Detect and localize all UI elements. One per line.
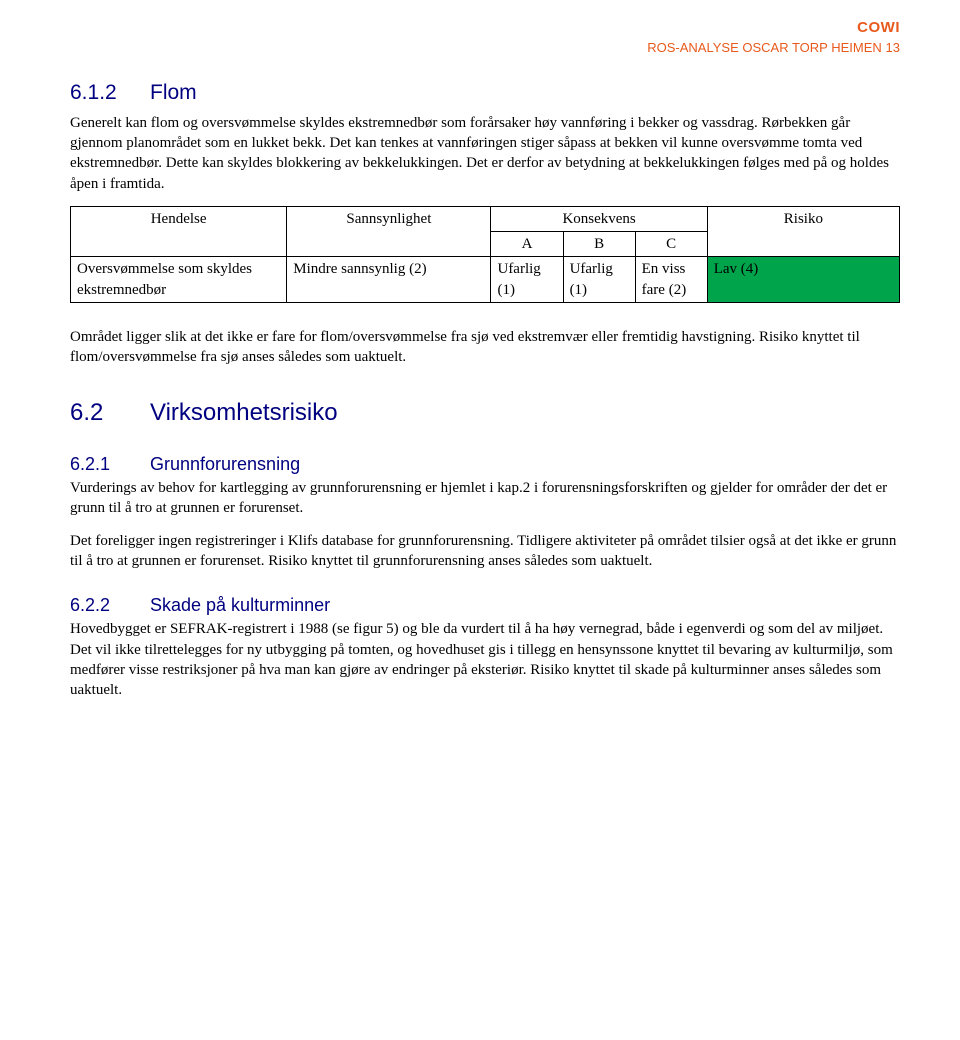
section-6-2-1-heading: 6.2.1 Grunnforurensning	[70, 452, 900, 476]
section-title: Grunnforurensning	[150, 452, 300, 476]
page-header: COWI ROS-ANALYSE OSCAR TORP HEIMEN 13	[70, 18, 900, 59]
section-number: 6.2.1	[70, 452, 132, 476]
cell-b: Ufarlig (1)	[563, 257, 635, 303]
risk-table: Hendelse Sannsynlighet Konsekvens Risiko…	[70, 206, 900, 303]
section-number: 6.2.2	[70, 593, 132, 617]
section-6-1-2-heading: 6.1.2 Flom	[70, 79, 900, 107]
col-konsekvens: Konsekvens	[491, 206, 707, 231]
table-header-row-1: Hendelse Sannsynlighet Konsekvens Risiko	[71, 206, 900, 231]
page-number: 13	[886, 40, 900, 55]
cell-a: Ufarlig (1)	[491, 257, 563, 303]
cell-risiko: Lav (4)	[707, 257, 899, 303]
section-title: Skade på kulturminner	[150, 593, 330, 617]
table-row: Oversvømmelse som skyldes ekstremnedbør …	[71, 257, 900, 303]
logo-text: COWI	[70, 18, 900, 38]
col-b: B	[563, 232, 635, 257]
section-6-2-1-p2: Det foreligger ingen registreringer i Kl…	[70, 531, 900, 572]
section-6-2-2-p1: Hovedbygget er SEFRAK-registrert i 1988 …	[70, 619, 900, 700]
section-title: Flom	[150, 79, 197, 107]
col-c: C	[635, 232, 707, 257]
section-number: 6.2	[70, 397, 132, 429]
paragraph-after-table: Området ligger slik at det ikke er fare …	[70, 327, 900, 368]
section-title: Virksomhetsrisiko	[150, 397, 338, 429]
section-6-2-1-p1: Vurderings av behov for kartlegging av g…	[70, 478, 900, 519]
section-6-2-2-heading: 6.2.2 Skade på kulturminner	[70, 593, 900, 617]
section-6-1-2-body: Generelt kan flom og oversvømmelse skyld…	[70, 113, 900, 194]
section-6-2-heading: 6.2 Virksomhetsrisiko	[70, 397, 900, 429]
col-risiko: Risiko	[707, 206, 899, 257]
section-number: 6.1.2	[70, 79, 132, 107]
col-hendelse: Hendelse	[71, 206, 287, 257]
cell-sannsynlighet: Mindre sannsynlig (2)	[287, 257, 491, 303]
col-a: A	[491, 232, 563, 257]
doc-title: ROS-ANALYSE OSCAR TORP HEIMEN	[647, 40, 882, 55]
col-sannsynlighet: Sannsynlighet	[287, 206, 491, 257]
cell-hendelse: Oversvømmelse som skyldes ekstremnedbør	[71, 257, 287, 303]
cell-c: En viss fare (2)	[635, 257, 707, 303]
